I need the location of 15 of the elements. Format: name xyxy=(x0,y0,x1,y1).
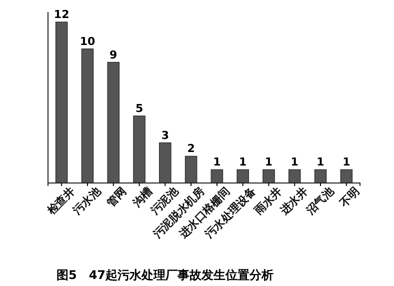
data-label: 3 xyxy=(161,128,169,142)
x-tick-label: 管网 xyxy=(104,184,130,210)
data-label: 10 xyxy=(80,34,96,48)
data-label: 9 xyxy=(110,48,118,62)
data-label: 1 xyxy=(316,156,324,169)
data-label: 1 xyxy=(264,156,273,169)
data-label: 1 xyxy=(290,156,298,169)
x-tick-label: 不明 xyxy=(336,184,362,210)
data-label: 5 xyxy=(135,102,144,115)
data-label: 1 xyxy=(239,156,247,169)
data-label: 12 xyxy=(54,8,70,21)
data-label: 1 xyxy=(213,156,221,169)
data-label: 2 xyxy=(187,142,195,156)
data-label: 1 xyxy=(342,156,350,169)
text: 图5 47起污水处理厂事故发生位置分析 xyxy=(56,268,274,282)
